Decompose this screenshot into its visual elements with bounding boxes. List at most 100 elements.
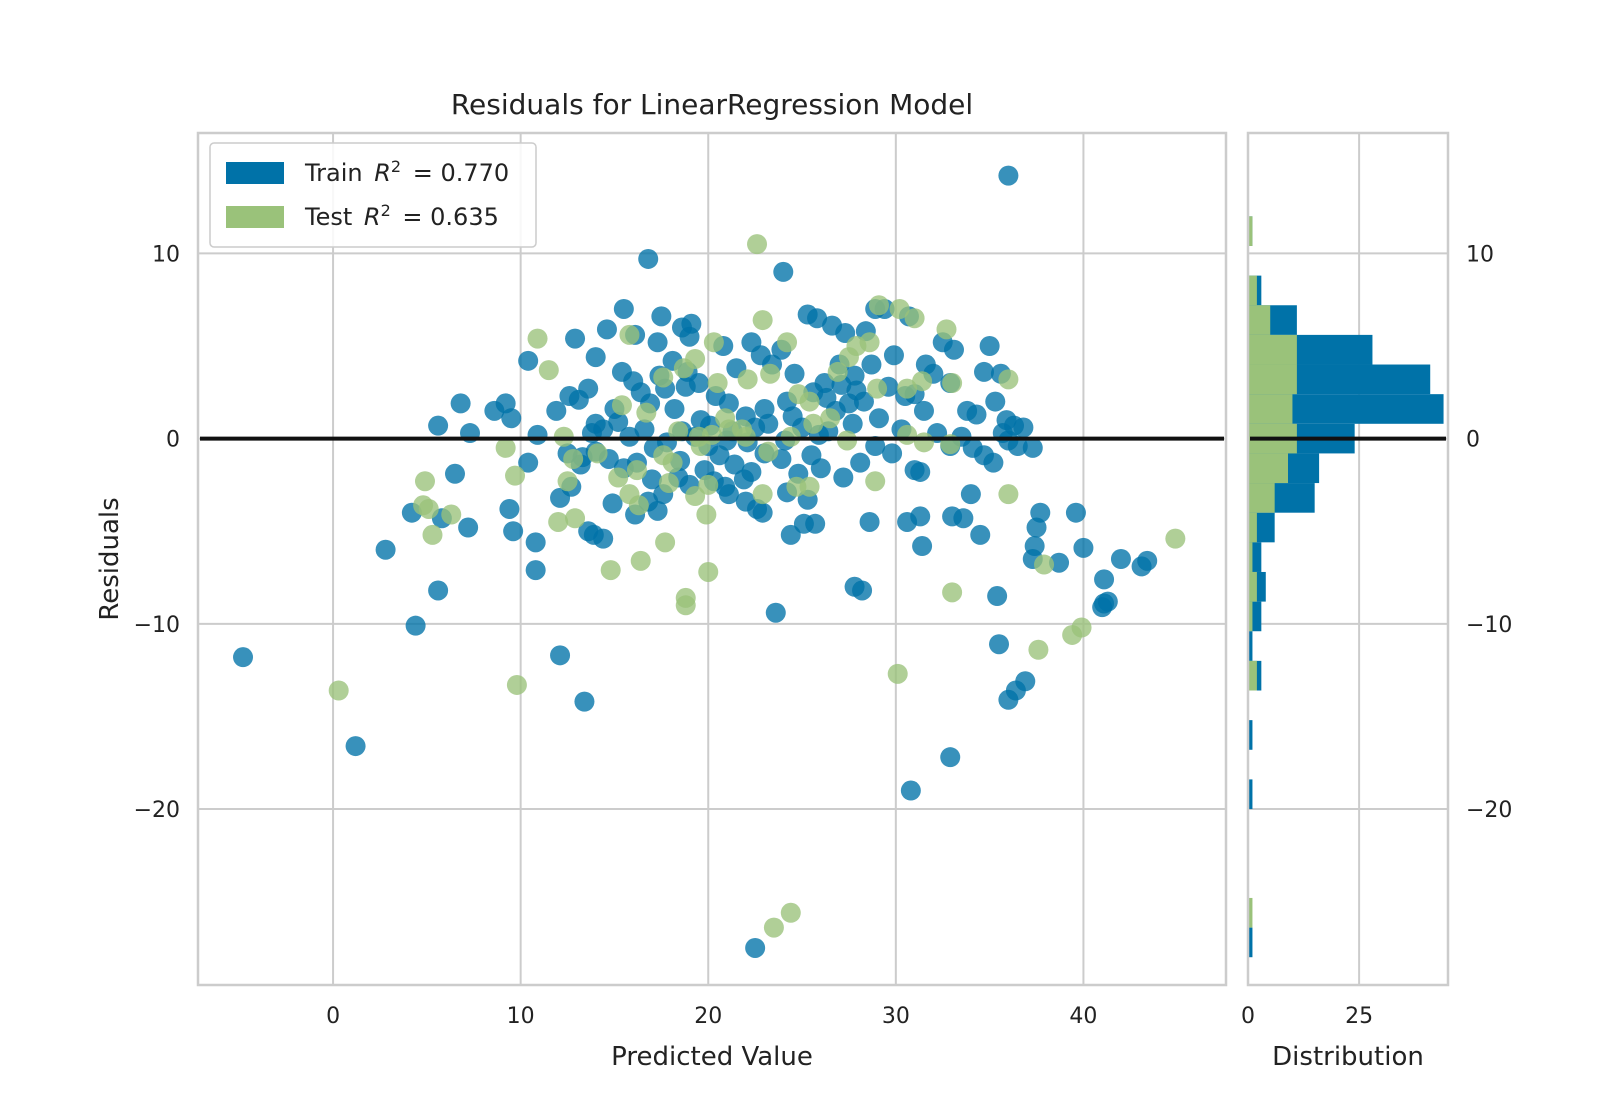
train-point <box>835 323 856 344</box>
test-point <box>630 550 651 571</box>
test-point <box>737 369 758 390</box>
test-point <box>998 369 1019 390</box>
train-point <box>1097 591 1118 612</box>
test-point <box>867 378 888 399</box>
test-point <box>820 408 841 429</box>
train-point <box>983 452 1004 473</box>
train-point <box>596 319 617 340</box>
test-histogram-bar <box>1248 334 1297 365</box>
test-point <box>763 917 784 938</box>
distribution-tick-labels: 0 25 −20 −10 0 10 <box>1241 242 1512 1029</box>
train-point <box>833 467 854 488</box>
train-point <box>805 513 826 534</box>
train-point <box>375 539 396 560</box>
test-histogram-bar <box>1248 305 1271 335</box>
test-point <box>418 498 439 519</box>
train-point <box>1110 549 1131 569</box>
train-point <box>807 308 828 329</box>
train-point <box>593 528 614 549</box>
test-point <box>662 452 683 473</box>
test-point <box>690 436 711 457</box>
main-plot-tick-labels: 0 10 20 30 40 −20 −10 0 10 <box>134 242 1098 1029</box>
train-point <box>647 332 668 353</box>
train-point <box>883 345 904 366</box>
test-point <box>865 471 886 492</box>
dist-y-tick-label: 0 <box>1466 428 1480 453</box>
train-point <box>842 413 863 434</box>
test-point <box>803 413 824 434</box>
train-point <box>634 419 655 440</box>
test-point <box>1071 617 1092 638</box>
scatter-points <box>233 165 1186 958</box>
test-point <box>422 524 443 545</box>
legend-swatch-train <box>226 162 284 184</box>
train-point <box>1073 537 1094 558</box>
train-point <box>1049 552 1070 573</box>
test-point <box>698 561 719 582</box>
train-point <box>525 560 546 581</box>
test-point <box>827 361 848 382</box>
train-point <box>816 387 837 408</box>
train-point <box>850 452 871 473</box>
legend: Train R2 = 0.770 Test R2 = 0.635 <box>209 142 537 248</box>
test-point <box>799 476 820 497</box>
y-tick-label: 10 <box>152 242 180 267</box>
test-point <box>889 298 910 319</box>
train-point <box>450 393 471 414</box>
train-point <box>715 476 736 497</box>
train-point <box>499 498 520 519</box>
legend-box <box>209 142 537 248</box>
test-point <box>1034 554 1055 575</box>
train-point <box>638 248 659 269</box>
test-point <box>707 373 728 394</box>
train-point <box>868 408 889 429</box>
test-point <box>942 373 963 394</box>
train-point <box>458 517 479 538</box>
distribution-axis-title: Distribution <box>1272 1042 1424 1072</box>
test-point <box>859 332 880 353</box>
train-histogram-bar <box>1248 779 1253 810</box>
train-point <box>1015 671 1036 692</box>
test-point <box>565 508 586 529</box>
dist-x-tick-label: 25 <box>1345 1004 1373 1029</box>
test-histogram-bar <box>1248 364 1297 395</box>
train-point <box>503 521 524 542</box>
test-point <box>538 360 559 381</box>
train-point <box>810 458 831 479</box>
train-point <box>428 580 449 601</box>
train-point <box>985 391 1006 412</box>
test-histogram-bar <box>1248 897 1253 928</box>
test-point <box>799 391 820 412</box>
train-point <box>780 524 801 545</box>
train-point <box>518 452 539 473</box>
test-point <box>703 332 724 353</box>
train-point <box>613 298 634 319</box>
test-point <box>506 674 527 695</box>
train-point <box>233 647 254 668</box>
x-tick-label: 30 <box>882 1004 910 1029</box>
legend-label-train: Train R2 = 0.770 <box>304 157 509 188</box>
test-point <box>942 582 963 603</box>
train-point <box>910 506 931 527</box>
train-point <box>428 415 449 436</box>
train-point <box>1024 536 1045 557</box>
train-point <box>765 602 786 623</box>
train-point <box>345 736 366 757</box>
test-point <box>718 419 739 440</box>
train-point <box>998 165 1019 186</box>
legend-label-test: Test R2 = 0.635 <box>304 201 499 232</box>
test-point <box>752 484 773 505</box>
train-point <box>578 378 599 399</box>
x-tick-label: 40 <box>1069 1004 1097 1029</box>
test-point <box>897 378 918 399</box>
test-point <box>780 902 801 923</box>
test-point <box>1165 528 1186 549</box>
train-point <box>525 532 546 553</box>
train-point <box>912 536 933 557</box>
test-point <box>619 324 640 345</box>
test-point <box>611 395 632 416</box>
train-point <box>651 306 672 327</box>
train-point <box>623 371 644 392</box>
train-point <box>943 339 964 360</box>
train-point <box>1007 436 1028 457</box>
